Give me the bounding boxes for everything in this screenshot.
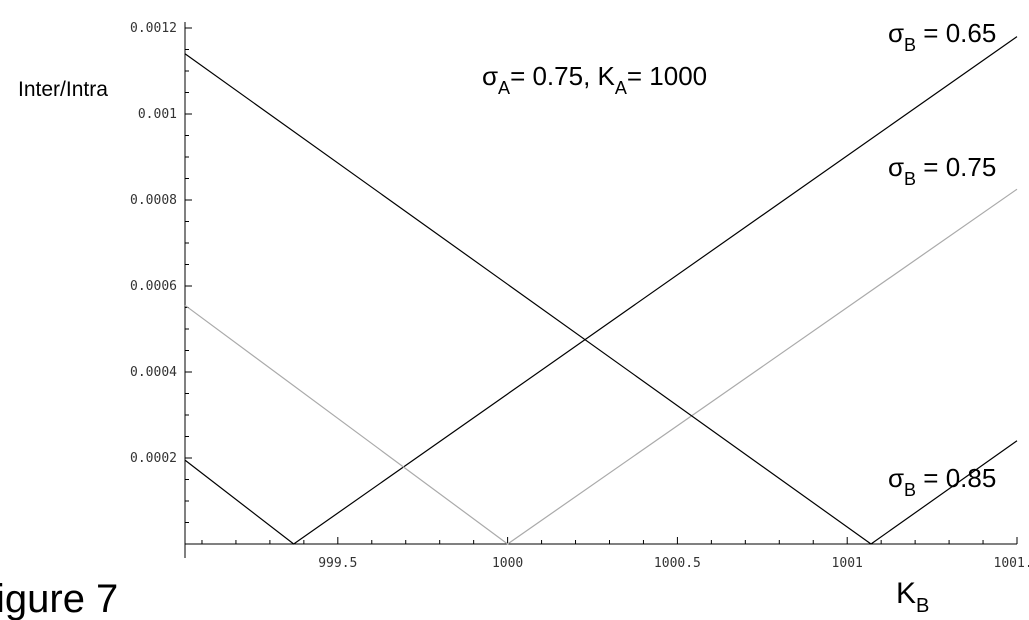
y-tick-label: 0.001 <box>138 107 177 122</box>
series-line-s085 <box>184 53 1018 545</box>
param-sigma: σ <box>482 61 498 91</box>
y-tick-label: 0.0012 <box>130 21 177 36</box>
series-label-sigma-b-065: σB = 0.65 <box>888 18 996 55</box>
param-k-sub: A <box>615 78 627 98</box>
series-lines <box>184 36 1018 545</box>
y-axis-label: Inter/Intra <box>18 78 108 101</box>
y-tick-labels: 0.0002 0.0004 0.0006 0.0008 0.001 0.0012 <box>130 21 177 466</box>
series-label-sigma-b-075: σB = 0.75 <box>888 152 996 189</box>
y-tick-label: 0.0008 <box>130 193 177 208</box>
param-k: K <box>598 61 616 91</box>
param-k-value: = 1000 <box>627 61 707 91</box>
x-tick-label: 999.5 <box>318 556 357 571</box>
series-line-s065 <box>184 36 1018 545</box>
x-tick-label: 1001.5 <box>994 556 1029 571</box>
y-tick-label: 0.0006 <box>130 279 177 294</box>
parameter-annotation: σA= 0.75, KA= 1000 <box>482 61 707 98</box>
figure-caption: igure 7 <box>0 577 118 620</box>
x-tick-labels: 999.5 1000 1000.5 1001 1001.5 <box>318 556 1029 571</box>
series-line-s075 <box>184 188 1018 545</box>
series-label-sigma-b-085: σB = 0.85 <box>888 463 996 500</box>
param-sigma-value: = 0.75, <box>510 61 597 91</box>
x-tick-label: 1000.5 <box>654 556 701 571</box>
x-tick-label: 1001 <box>832 556 863 571</box>
y-tick-label: 0.0004 <box>130 365 177 380</box>
x-tick-label: 1000 <box>492 556 523 571</box>
tick-marks <box>185 27 1018 544</box>
param-sigma-sub: A <box>498 78 510 98</box>
x-axis-label: KB <box>896 577 929 617</box>
y-tick-label: 0.0002 <box>130 451 177 466</box>
